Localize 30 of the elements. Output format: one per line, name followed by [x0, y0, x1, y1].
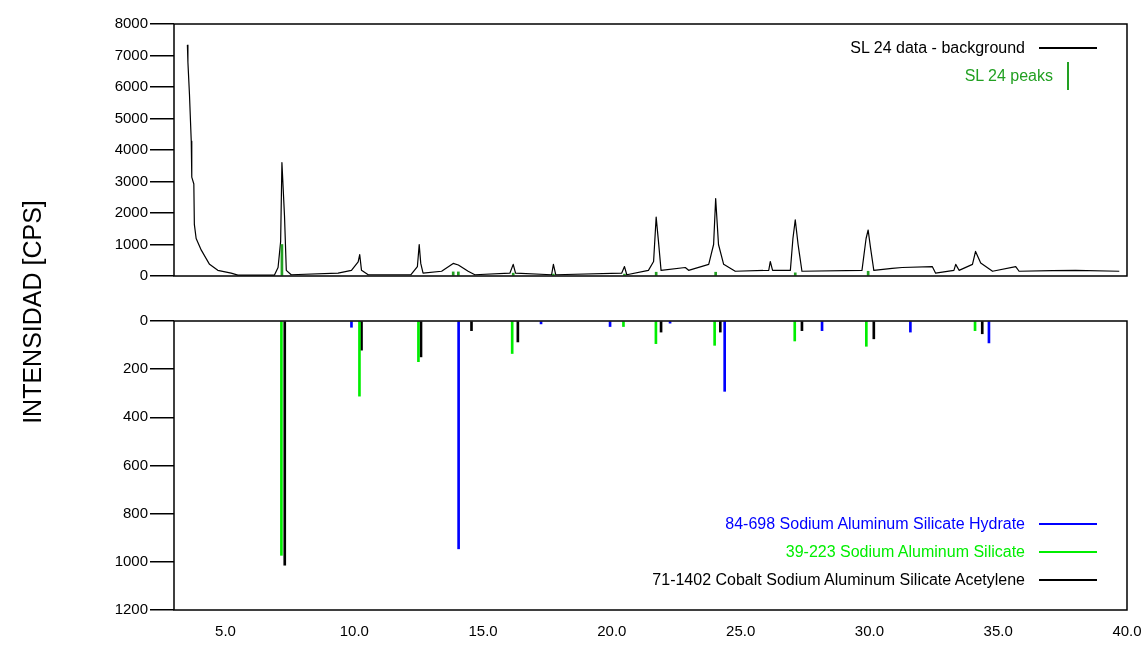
y-tick-label: 1000 — [114, 234, 148, 252]
y-tick-label: 400 — [122, 407, 148, 425]
x-tick-label: 40.0 — [1112, 622, 1142, 640]
legend-label: 39-223 Sodium Aluminum Silicate — [785, 542, 1025, 562]
y-tick-label: 4000 — [114, 140, 148, 158]
legend-label: SL 24 data - background — [850, 38, 1025, 58]
x-tick-label: 35.0 — [983, 622, 1013, 640]
y-axis-title: INTENSIDAD [CPS] — [17, 200, 47, 424]
x-tick-label: 15.0 — [468, 622, 498, 640]
y-tick-label: 800 — [122, 503, 148, 521]
y-tick-label: 0 — [139, 311, 148, 329]
y-tick-label: 200 — [122, 359, 148, 377]
y-tick-label: 1200 — [114, 600, 148, 618]
y-tick-label: 3000 — [114, 171, 148, 189]
y-tick-label: 8000 — [114, 14, 148, 32]
legend-label: 71-1402 Cobalt Sodium Aluminum Silicate Acetylene — [652, 570, 1025, 590]
x-tick-label: 30.0 — [854, 622, 885, 640]
y-tick-label: 7000 — [114, 45, 148, 63]
y-tick-label: 600 — [122, 455, 148, 473]
legend-label: SL 24 peaks — [964, 66, 1053, 86]
y-tick-label: 6000 — [114, 77, 148, 95]
x-tick-label: 20.0 — [597, 622, 627, 640]
x-tick-label: 25.0 — [726, 622, 756, 640]
x-tick-label: 5.0 — [215, 622, 236, 640]
y-tick-label: 0 — [139, 266, 148, 284]
legend-label: 84-698 Sodium Aluminum Silicate Hydrate — [725, 514, 1025, 534]
y-tick-label: 1000 — [114, 551, 148, 569]
y-tick-label: 5000 — [114, 108, 148, 126]
x-tick-label: 10.0 — [339, 622, 369, 640]
y-tick-label: 2000 — [114, 203, 148, 221]
